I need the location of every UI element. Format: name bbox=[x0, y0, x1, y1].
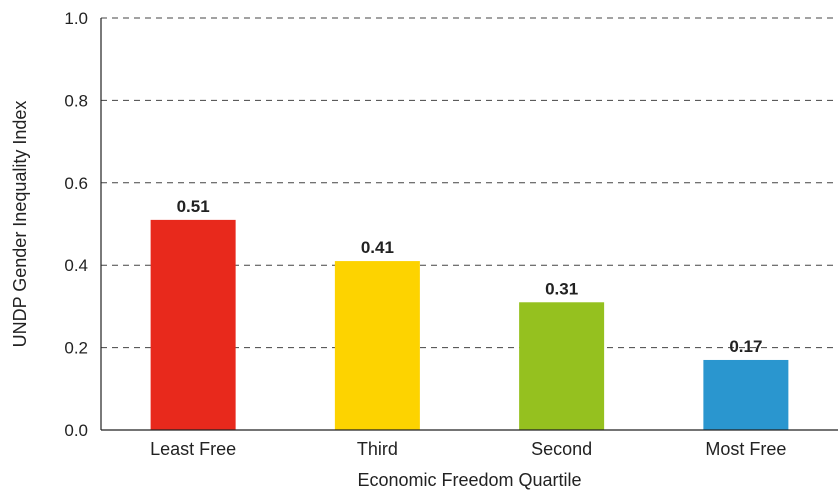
y-axis-title: UNDP Gender Inequality Index bbox=[10, 101, 30, 348]
x-tick-labels: Least Free Third Second Most Free bbox=[150, 439, 786, 459]
y-tick-label: 0.6 bbox=[64, 174, 88, 193]
bars bbox=[150, 219, 789, 430]
x-axis-title: Economic Freedom Quartile bbox=[357, 470, 581, 490]
x-tick-label: Most Free bbox=[705, 439, 786, 459]
y-tick-label: 0.0 bbox=[64, 421, 88, 440]
bar bbox=[519, 302, 605, 430]
y-tick-label: 0.4 bbox=[64, 256, 88, 275]
x-tick-label: Least Free bbox=[150, 439, 236, 459]
y-tick-label: 0.2 bbox=[64, 339, 88, 358]
bar bbox=[334, 261, 420, 430]
bar bbox=[703, 359, 789, 430]
data-label: 0.17 bbox=[729, 337, 762, 356]
y-tick-label: 1.0 bbox=[64, 9, 88, 28]
y-tick-label: 0.8 bbox=[64, 91, 88, 110]
bar bbox=[150, 219, 236, 430]
x-tick-label: Third bbox=[357, 439, 398, 459]
x-tick-label: Second bbox=[531, 439, 592, 459]
data-labels: 0.51 0.41 0.31 0.17 bbox=[177, 197, 763, 356]
data-label: 0.51 bbox=[177, 197, 210, 216]
data-label: 0.41 bbox=[361, 238, 394, 257]
y-tick-labels: 0.0 0.2 0.4 0.6 0.8 1.0 bbox=[64, 9, 88, 440]
data-label: 0.31 bbox=[545, 279, 578, 298]
